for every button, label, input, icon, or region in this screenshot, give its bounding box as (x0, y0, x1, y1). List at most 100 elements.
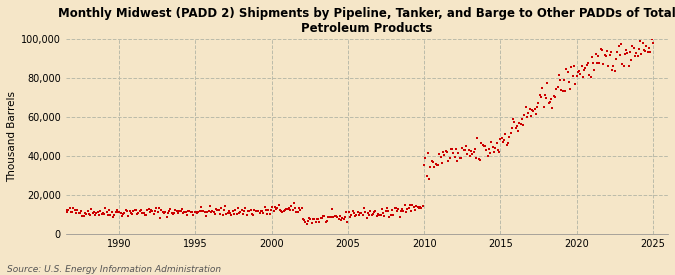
Point (364, 213, 375, 217)
Point (618, 64, 629, 68)
Point (311, 217, 322, 221)
Point (591, 61, 602, 66)
Point (487, 145, 498, 149)
Point (288, 208, 298, 212)
Point (117, 213, 128, 218)
Point (495, 136, 506, 141)
Point (528, 108, 539, 113)
Point (186, 209, 196, 214)
Point (562, 70, 573, 74)
Point (298, 217, 308, 221)
Point (608, 64, 619, 68)
Point (493, 150, 504, 154)
Point (631, 50, 642, 55)
Point (61, 208, 72, 213)
Point (546, 97, 557, 101)
Point (410, 207, 421, 212)
Point (338, 217, 349, 221)
Point (136, 208, 146, 212)
Point (627, 44, 638, 48)
Point (242, 209, 253, 213)
Point (72, 208, 83, 213)
Point (512, 123, 522, 128)
Point (413, 206, 424, 211)
Point (284, 205, 294, 210)
Point (416, 205, 427, 210)
Point (564, 80, 574, 84)
Point (411, 204, 422, 208)
Point (267, 205, 277, 209)
Point (348, 211, 359, 216)
Point (147, 209, 158, 213)
Point (342, 219, 353, 224)
Point (282, 207, 293, 211)
Point (354, 213, 364, 217)
Point (414, 205, 425, 209)
Point (323, 215, 333, 220)
Point (610, 69, 620, 73)
Point (584, 73, 595, 77)
Point (192, 211, 202, 216)
Point (209, 209, 219, 214)
Point (212, 208, 223, 212)
Point (179, 210, 190, 214)
Point (389, 206, 400, 211)
Point (601, 49, 612, 53)
Point (115, 211, 126, 215)
Point (234, 211, 244, 216)
Point (313, 217, 323, 221)
Point (383, 209, 394, 213)
Point (485, 151, 495, 156)
Point (505, 130, 516, 135)
Point (156, 208, 167, 212)
Point (371, 214, 382, 218)
Point (614, 53, 625, 57)
Point (356, 211, 367, 216)
Point (361, 216, 372, 220)
Point (555, 78, 566, 82)
Point (219, 208, 230, 212)
Point (552, 85, 563, 89)
Point (605, 50, 616, 54)
Point (439, 153, 450, 157)
Point (335, 218, 346, 222)
Point (76, 209, 86, 213)
Point (621, 48, 632, 53)
Point (604, 53, 615, 57)
Point (547, 106, 558, 110)
Point (537, 86, 547, 90)
Point (215, 211, 225, 216)
Point (309, 216, 320, 221)
Point (600, 54, 611, 59)
Point (169, 211, 180, 216)
Point (513, 129, 524, 133)
Point (580, 66, 591, 70)
Point (252, 209, 263, 213)
Point (463, 147, 474, 152)
Point (367, 211, 378, 216)
Point (317, 216, 327, 220)
Point (509, 120, 520, 124)
Point (331, 214, 342, 218)
Point (418, 163, 429, 167)
Point (271, 207, 281, 211)
Point (207, 209, 218, 213)
Point (82, 208, 93, 213)
Point (585, 75, 596, 79)
Point (581, 62, 592, 67)
Point (137, 211, 148, 215)
Point (262, 212, 273, 216)
Point (152, 210, 163, 214)
Point (400, 202, 410, 207)
Point (350, 214, 360, 218)
Point (203, 209, 214, 214)
Point (624, 50, 635, 54)
Point (150, 209, 161, 213)
Point (242, 213, 252, 218)
Point (194, 208, 205, 213)
Point (239, 209, 250, 213)
Point (153, 206, 164, 211)
Point (430, 161, 441, 166)
Point (373, 212, 383, 216)
Point (352, 210, 363, 214)
